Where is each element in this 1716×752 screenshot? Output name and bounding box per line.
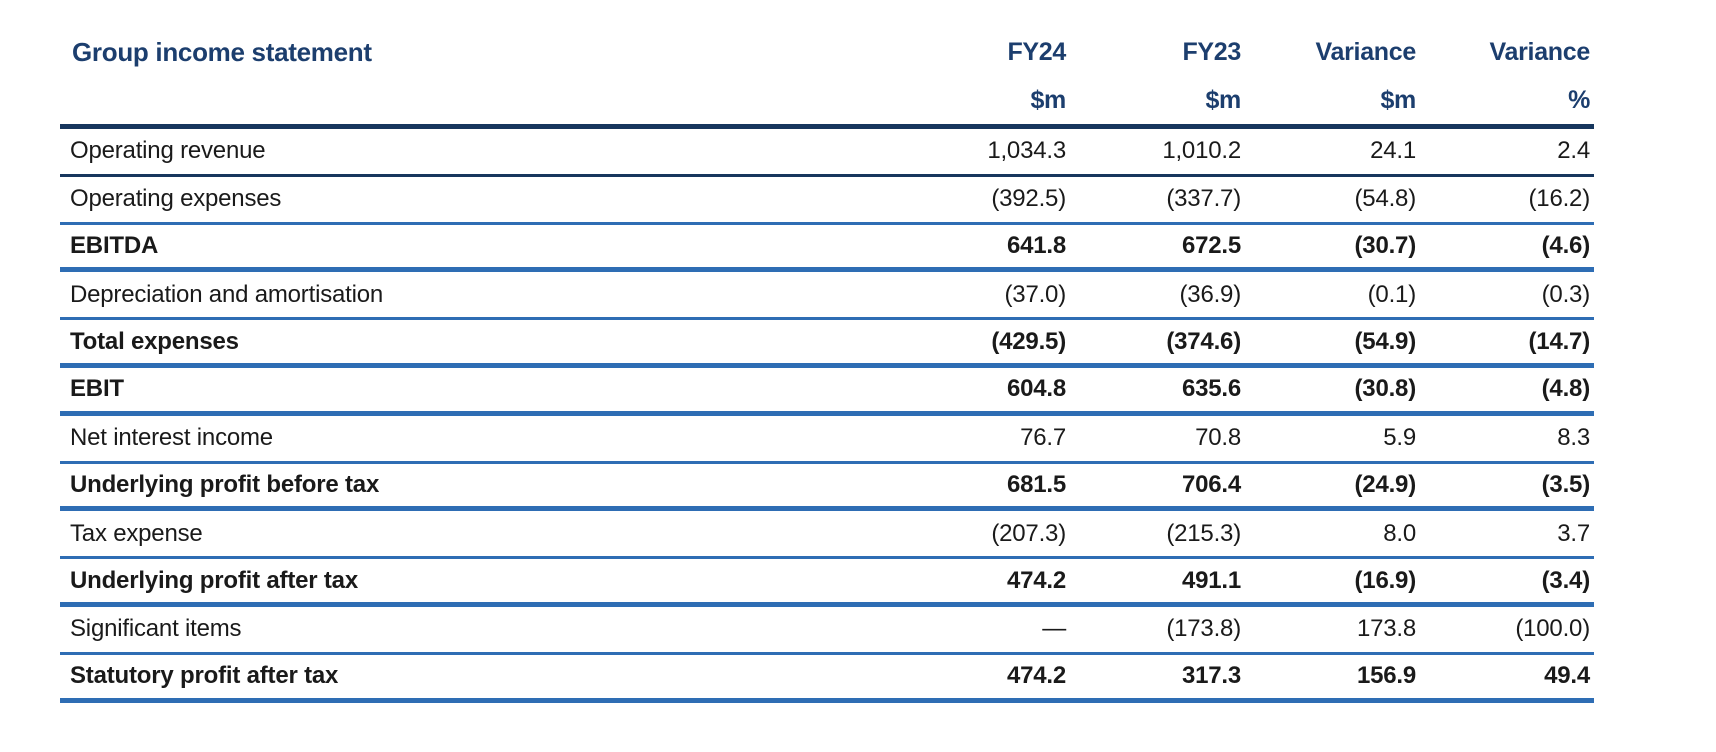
table-header-line2: $m $m $m %: [60, 76, 1594, 124]
cell-variance-percent: (0.3): [1541, 280, 1591, 308]
column-unit-fy24: $m: [1030, 85, 1066, 114]
cell-variance-percent: (14.7): [1528, 327, 1591, 355]
row-label: Total expenses: [70, 327, 239, 355]
cell-variance-percent: (3.4): [1541, 566, 1591, 594]
cell-fy23: (374.6): [1166, 327, 1241, 355]
cell-fy24: (207.3): [991, 519, 1066, 547]
row-label: EBITDA: [70, 231, 159, 259]
column-header-fy24: FY24: [1007, 37, 1066, 66]
cell-variance-dollars: (0.1): [1367, 280, 1417, 308]
cell-fy23: 70.8: [1195, 424, 1241, 452]
header-spacer: [60, 76, 891, 124]
table-row: EBIT 604.8 635.6 (30.8) (4.8): [60, 368, 1594, 416]
cell-variance-percent: (4.6): [1541, 231, 1591, 259]
table-row: Operating revenue 1,034.3 1,010.2 24.1 2…: [60, 129, 1594, 177]
cell-variance-dollars: (30.8): [1354, 375, 1417, 403]
cell-variance-dollars: 156.9: [1356, 662, 1416, 690]
cell-fy24: (37.0): [1004, 280, 1067, 308]
cell-fy24: —: [1042, 615, 1066, 643]
column-unit-fy23: $m: [1205, 85, 1241, 114]
cell-fy23: 1,010.2: [1162, 137, 1241, 165]
column-unit-variance-dollars: $m: [1380, 85, 1416, 114]
cell-variance-percent: (3.5): [1541, 470, 1591, 498]
table-row: EBITDA 641.8 672.5 (30.7) (4.6): [60, 225, 1594, 273]
row-label: Significant items: [70, 615, 242, 643]
row-label: EBIT: [70, 375, 124, 403]
table-row: Total expenses (429.5) (374.6) (54.9) (1…: [60, 320, 1594, 368]
cell-variance-percent: 2.4: [1557, 137, 1590, 165]
income-statement-table: Group income statement FY24 FY23 Varianc…: [60, 28, 1594, 703]
table-row: Underlying profit before tax 681.5 706.4…: [60, 464, 1594, 512]
cell-variance-percent: (16.2): [1528, 185, 1591, 213]
cell-variance-dollars: (16.9): [1354, 566, 1417, 594]
row-label: Operating expenses: [70, 185, 282, 213]
cell-variance-dollars: 24.1: [1370, 137, 1416, 165]
cell-fy24: 681.5: [1006, 470, 1066, 498]
cell-fy24: 76.7: [1020, 424, 1066, 452]
cell-variance-percent: (4.8): [1541, 375, 1591, 403]
cell-fy24: 474.2: [1006, 566, 1066, 594]
cell-variance-dollars: (54.9): [1354, 327, 1417, 355]
column-header-variance-dollars: Variance: [1315, 37, 1417, 66]
cell-variance-percent: (100.0): [1515, 615, 1590, 643]
cell-variance-dollars: (54.8): [1354, 185, 1417, 213]
row-label: Net interest income: [70, 424, 273, 452]
page-title: Group income statement: [72, 36, 372, 67]
table-row: Significant items — (173.8) 173.8 (100.0…: [60, 607, 1594, 655]
column-unit-variance-percent: %: [1568, 85, 1590, 114]
cell-variance-dollars: 5.9: [1383, 424, 1416, 452]
cell-fy23: 635.6: [1181, 375, 1241, 403]
cell-variance-percent: 49.4: [1544, 662, 1590, 690]
cell-fy23: (36.9): [1179, 280, 1242, 308]
cell-fy24: 641.8: [1006, 231, 1066, 259]
cell-variance-percent: 8.3: [1557, 424, 1590, 452]
cell-fy23: (173.8): [1166, 615, 1241, 643]
row-label: Depreciation and amortisation: [70, 280, 384, 308]
cell-fy24: 604.8: [1006, 375, 1066, 403]
column-header-fy23: FY23: [1182, 37, 1241, 66]
cell-fy23: 706.4: [1181, 470, 1241, 498]
cell-fy23: (337.7): [1166, 185, 1241, 213]
table-row: Tax expense (207.3) (215.3) 8.0 3.7: [60, 511, 1594, 560]
cell-variance-dollars: (24.9): [1354, 470, 1417, 498]
row-label: Tax expense: [70, 519, 203, 547]
cell-variance-dollars: 173.8: [1356, 615, 1416, 643]
cell-fy24: (392.5): [991, 185, 1066, 213]
table-header-line1: Group income statement FY24 FY23 Varianc…: [60, 28, 1594, 76]
table-row: Underlying profit after tax 474.2 491.1 …: [60, 559, 1594, 607]
cell-variance-percent: 3.7: [1557, 519, 1590, 547]
cell-fy23: (215.3): [1166, 519, 1241, 547]
row-label: Statutory profit after tax: [70, 662, 339, 690]
cell-fy24: (429.5): [991, 327, 1066, 355]
table-row: Statutory profit after tax 474.2 317.3 1…: [60, 655, 1594, 703]
table-row: Depreciation and amortisation (37.0) (36…: [60, 272, 1594, 321]
row-label: Underlying profit before tax: [70, 470, 380, 498]
cell-fy24: 1,034.3: [987, 137, 1066, 165]
row-label: Operating revenue: [70, 137, 266, 165]
cell-variance-dollars: 8.0: [1383, 519, 1416, 547]
column-header-variance-percent: Variance: [1489, 37, 1591, 66]
row-label: Underlying profit after tax: [70, 566, 358, 594]
cell-fy23: 317.3: [1181, 662, 1241, 690]
cell-variance-dollars: (30.7): [1354, 231, 1417, 259]
cell-fy23: 491.1: [1181, 566, 1241, 594]
table-row: Operating expenses (392.5) (337.7) (54.8…: [60, 177, 1594, 225]
table-body: Operating revenue 1,034.3 1,010.2 24.1 2…: [60, 129, 1594, 703]
cell-fy23: 672.5: [1181, 231, 1241, 259]
table-row: Net interest income 76.7 70.8 5.9 8.3: [60, 416, 1594, 464]
table-header: Group income statement FY24 FY23 Varianc…: [60, 28, 1594, 129]
cell-fy24: 474.2: [1006, 662, 1066, 690]
